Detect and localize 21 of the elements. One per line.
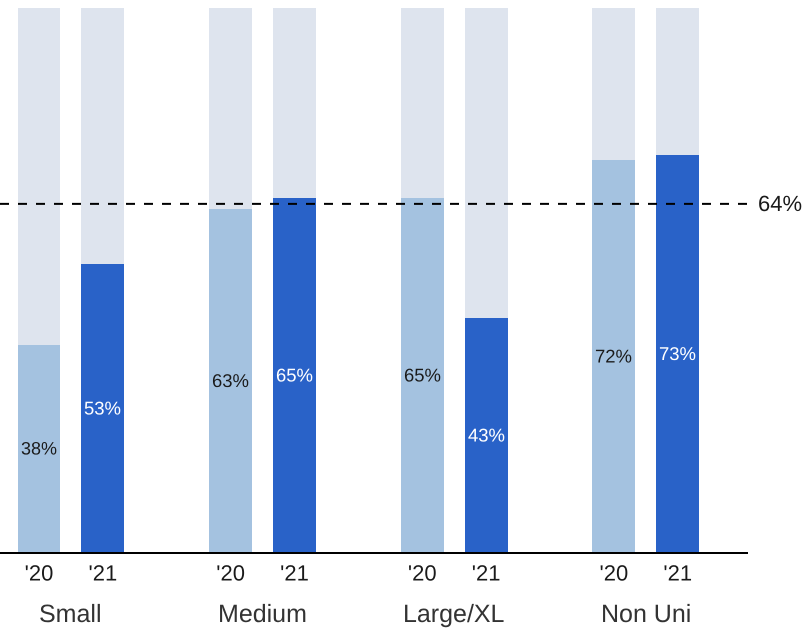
data-label: 65% (276, 364, 313, 386)
x-tick-label: '20 (408, 560, 437, 586)
x-tick-label: '21 (663, 560, 692, 586)
data-label: 38% (21, 438, 57, 459)
x-tick-label: '21 (88, 560, 118, 586)
text: Large/XL (403, 600, 505, 628)
x-tick-label: '21 (280, 560, 309, 586)
data-label: 53% (84, 397, 121, 418)
text: Non Uni (601, 600, 692, 628)
data-label: 72% (595, 345, 632, 366)
text: Small (39, 600, 102, 628)
x-tick-label: '20 (24, 560, 54, 586)
data-label: 43% (468, 424, 505, 446)
text: Medium (218, 600, 307, 628)
data-label: 73% (659, 342, 696, 364)
data-label: 65% (404, 364, 441, 386)
ref-line-label: 64% (758, 191, 802, 216)
x-tick-label: '20 (216, 560, 245, 586)
x-tick-label: '20 (600, 560, 628, 586)
data-label: 63% (212, 370, 249, 391)
x-tick-label: '21 (472, 560, 500, 586)
